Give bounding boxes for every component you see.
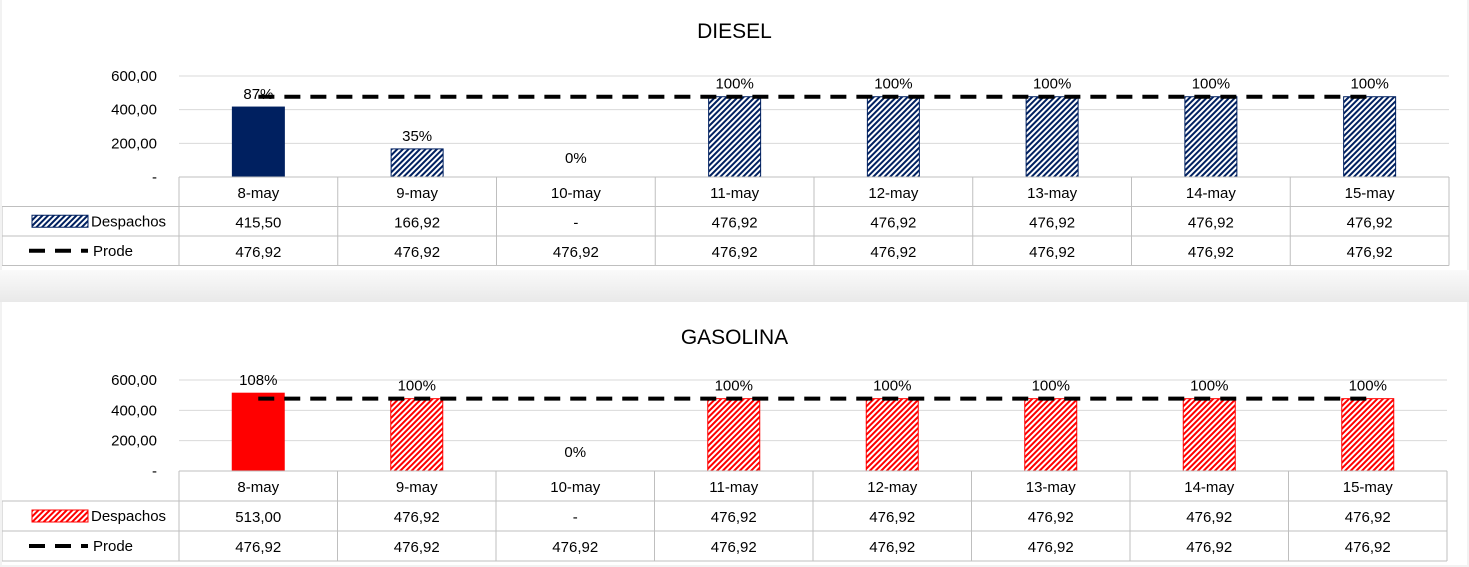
bar xyxy=(707,398,761,472)
category-label: 8-may xyxy=(237,479,279,496)
y-tick-label: - xyxy=(152,169,157,186)
diesel-chart: - 200,00 400,00 600,00 87% 35% 0% 100% 100% 100% 1… xyxy=(2,68,1450,266)
bar xyxy=(1024,398,1078,472)
bar xyxy=(1341,398,1395,472)
table-cell-despachos: 476,92 xyxy=(394,509,440,526)
data-label: 100% xyxy=(1033,76,1071,93)
table-cell-prode: 476,92 xyxy=(552,539,598,556)
y-tick-label: 200,00 xyxy=(111,433,157,450)
table-cell-prode: 476,92 xyxy=(235,539,281,556)
category-label: 15-may xyxy=(1345,185,1396,202)
table-cell-prode: 476,92 xyxy=(394,539,440,556)
table-cell-prode: 476,92 xyxy=(870,244,916,261)
data-label: 100% xyxy=(1350,76,1388,93)
bar xyxy=(865,398,919,472)
legend-label-prode: Prode xyxy=(93,538,133,555)
table-cell-prode: 476,92 xyxy=(235,244,281,261)
table-cell-prode: 476,92 xyxy=(869,539,915,556)
table-cell-prode: 476,92 xyxy=(1345,539,1391,556)
bar xyxy=(390,398,444,472)
chart-title: DIESEL xyxy=(697,20,772,43)
category-label: 12-may xyxy=(868,185,919,202)
y-tick-label: 200,00 xyxy=(111,135,157,152)
category-label: 14-may xyxy=(1184,479,1235,496)
legend-label-prode: Prode xyxy=(93,243,133,260)
category-label: 10-may xyxy=(550,479,601,496)
data-label: 100% xyxy=(874,76,912,93)
y-tick-label: 400,00 xyxy=(111,402,157,419)
data-label: 100% xyxy=(715,76,753,93)
bar xyxy=(231,392,285,472)
bar xyxy=(231,106,285,178)
table-cell-prode: 476,92 xyxy=(1188,244,1234,261)
table-cell-despachos: 476,92 xyxy=(1029,214,1075,231)
legend-label-despachos: Despachos xyxy=(91,508,166,525)
y-tick-label: 600,00 xyxy=(111,68,157,85)
data-label: 100% xyxy=(1349,378,1387,395)
table-cell-prode: 476,92 xyxy=(394,244,440,261)
data-label: 100% xyxy=(715,378,753,395)
table-cell-despachos: 476,92 xyxy=(711,509,757,526)
table-cell-despachos: 476,92 xyxy=(1188,214,1234,231)
legend-label-despachos: Despachos xyxy=(91,213,166,230)
table-cell-despachos: 166,92 xyxy=(394,214,440,231)
table-cell-prode: 476,92 xyxy=(1347,244,1393,261)
table-cell-despachos: 476,92 xyxy=(870,214,916,231)
legend-swatch-despachos xyxy=(31,509,89,523)
table-cell-prode: 476,92 xyxy=(1186,539,1232,556)
data-label: 100% xyxy=(1032,378,1070,395)
data-label: 108% xyxy=(239,372,277,389)
table-cell-prode: 476,92 xyxy=(1029,244,1075,261)
gasolina-chart-panel: GASOLINA - 200,00 400,00 600,00 108% 100% 0% 10… xyxy=(2,302,1467,565)
bar xyxy=(708,96,762,178)
data-label: 100% xyxy=(873,378,911,395)
table-cell-prode: 476,92 xyxy=(1028,539,1074,556)
bar xyxy=(1182,398,1236,472)
category-label: 13-may xyxy=(1026,479,1077,496)
category-label: 15-may xyxy=(1343,479,1394,496)
data-label: 87% xyxy=(243,86,273,103)
data-label: 100% xyxy=(398,378,436,395)
legend-swatch-despachos xyxy=(31,214,89,228)
table-cell-despachos: 476,92 xyxy=(1347,214,1393,231)
background-strip xyxy=(0,270,1469,302)
category-label: 8-may xyxy=(238,185,280,202)
table-cell-despachos: 476,92 xyxy=(869,509,915,526)
gasolina-chart: - 200,00 400,00 600,00 108% 100% 0% 100% 100% 100… xyxy=(2,372,1448,562)
bar xyxy=(1184,96,1238,178)
category-label: 14-may xyxy=(1186,185,1237,202)
table-cell-despachos: 476,92 xyxy=(1345,509,1391,526)
category-label: 9-may xyxy=(396,185,438,202)
y-tick-label: 600,00 xyxy=(111,372,157,389)
bar xyxy=(1343,96,1397,178)
table-cell-despachos: - xyxy=(573,509,578,526)
category-label: 9-may xyxy=(396,479,438,496)
category-label: 11-may xyxy=(709,479,758,496)
category-label: 10-may xyxy=(551,185,602,202)
data-label: 100% xyxy=(1190,378,1228,395)
table-cell-prode: 476,92 xyxy=(553,244,599,261)
data-label: 0% xyxy=(564,444,586,461)
chart-title: GASOLINA xyxy=(680,326,789,349)
bar xyxy=(1025,96,1079,178)
table-cell-despachos: 513,00 xyxy=(235,509,281,526)
table-cell-despachos: 476,92 xyxy=(712,214,758,231)
y-tick-label: 400,00 xyxy=(111,102,157,119)
table-cell-despachos: 415,50 xyxy=(235,214,281,231)
data-label: 100% xyxy=(1192,76,1230,93)
diesel-chart-panel: DIESEL - 200,00 400,00 600,00 87% 35% 0% 100% 10… xyxy=(2,0,1467,270)
data-label: 0% xyxy=(565,150,587,167)
table-cell-despachos: 476,92 xyxy=(1186,509,1232,526)
table-cell-despachos: 476,92 xyxy=(1028,509,1074,526)
table-cell-prode: 476,92 xyxy=(712,244,758,261)
y-tick-label: - xyxy=(152,463,157,480)
bar xyxy=(390,148,444,178)
category-label: 12-may xyxy=(867,479,918,496)
data-label: 35% xyxy=(402,128,432,145)
table-cell-despachos: - xyxy=(573,214,578,231)
category-label: 11-may xyxy=(710,185,759,202)
category-label: 13-may xyxy=(1027,185,1078,202)
table-cell-prode: 476,92 xyxy=(711,539,757,556)
bar xyxy=(866,96,920,178)
